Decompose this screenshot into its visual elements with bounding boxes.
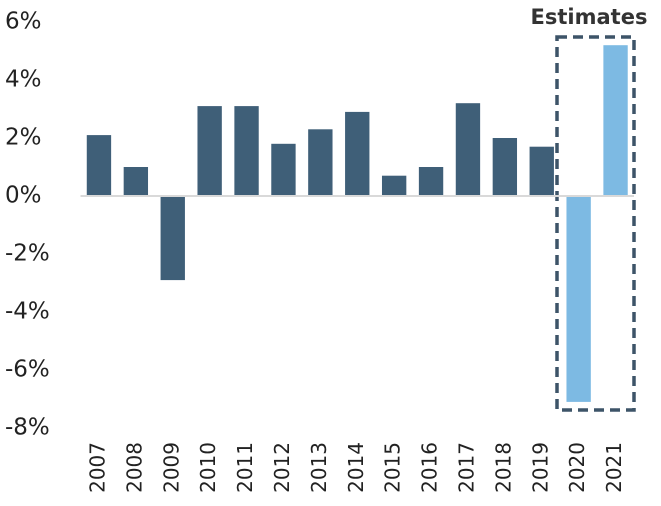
x-tick-label: 2015 <box>381 442 405 493</box>
bar <box>86 135 112 196</box>
x-tick-label: 2007 <box>85 442 109 493</box>
bar <box>603 45 628 197</box>
x-tick-label: 2013 <box>307 442 331 493</box>
y-tick-label: 2% <box>5 125 42 151</box>
x-tick-label: 2019 <box>528 442 552 493</box>
bar <box>492 138 518 196</box>
x-tick-label: 2020 <box>565 442 589 493</box>
bar <box>381 175 407 196</box>
bar <box>566 196 591 402</box>
bar <box>160 196 185 281</box>
x-tick-label: 2011 <box>233 442 257 493</box>
x-tick-label: 2008 <box>122 442 146 493</box>
x-tick-label: 2010 <box>196 442 220 493</box>
x-tick-label: 2014 <box>344 442 368 493</box>
bar <box>308 129 333 196</box>
bar <box>123 167 149 196</box>
x-tick-label: 2016 <box>418 442 442 493</box>
annotation: Estimates <box>531 5 648 29</box>
bar <box>271 143 296 196</box>
x-tick-label: 2012 <box>270 442 294 493</box>
y-tick-label: 0% <box>5 183 42 209</box>
y-tick-label: 4% <box>5 67 42 93</box>
x-tick-label: 2017 <box>454 442 478 493</box>
bar <box>418 167 444 196</box>
bar <box>234 106 259 196</box>
y-tick-label: -6% <box>5 357 50 383</box>
y-tick-label: -4% <box>5 299 50 325</box>
x-tick-label: 2009 <box>159 442 183 493</box>
y-tick-label: -8% <box>5 415 50 441</box>
bar <box>345 111 370 196</box>
x-tick-label: 2018 <box>491 442 515 493</box>
bar <box>529 146 554 196</box>
y-tick-label: 6% <box>5 9 42 35</box>
y-tick-label: -2% <box>5 241 50 267</box>
estimates-box <box>555 35 636 412</box>
bar <box>455 103 481 196</box>
bar <box>197 106 222 196</box>
x-tick-label: 2021 <box>602 442 626 493</box>
